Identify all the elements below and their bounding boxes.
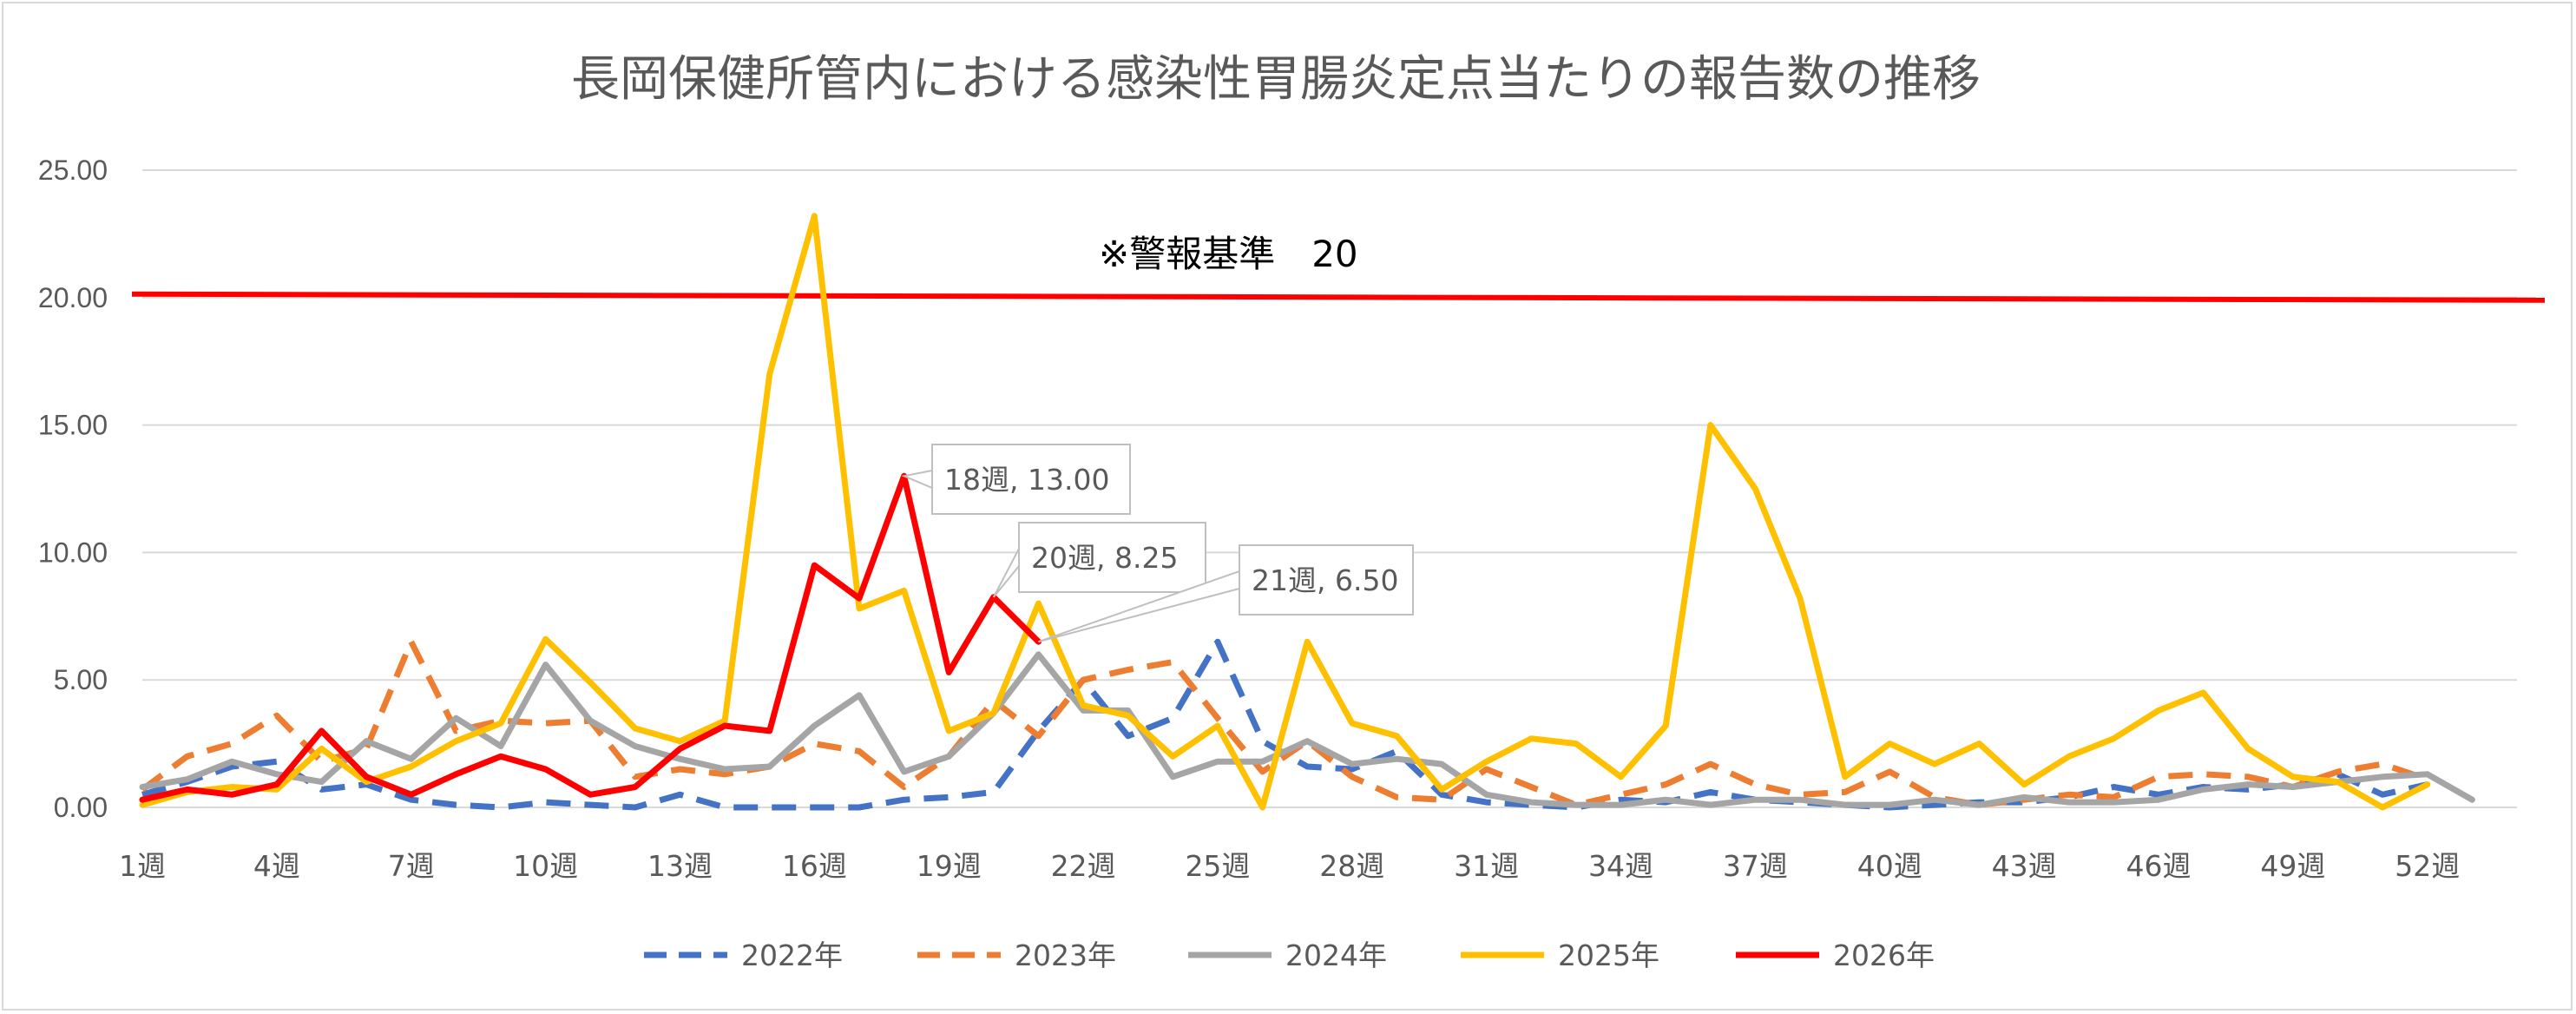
x-tick-label: 16週 (782, 849, 847, 883)
x-tick-label: 4週 (253, 849, 300, 883)
series-line (139, 213, 2431, 811)
legend-label: 2023年 (1015, 938, 1116, 972)
x-tick-label: 49週 (2260, 849, 2325, 883)
callout-box (1239, 544, 1414, 616)
x-axis-ticks: 1週 4週 7週 10週 13週 16週 19週 22週 25週 28週 31週 34週 37週 40週 4… (119, 849, 2460, 883)
x-tick-label: 22週 (1051, 849, 1116, 883)
series-lines (139, 213, 2475, 811)
x-tick-label: 25週 (1185, 849, 1250, 883)
x-tick-label: 43週 (1992, 849, 2057, 883)
callout-label: 20週, 8.25 (1031, 541, 1178, 575)
series-line (139, 651, 2475, 808)
callout-box (931, 444, 1131, 515)
x-tick-label: 1週 (119, 849, 166, 883)
callout-pointer (992, 548, 1020, 598)
line-chart: 0.00 5.00 10.00 15.00 20.00 25.00 1週 4週 7週 10週 13… (38, 51, 2546, 972)
x-tick-label: 40週 (1857, 849, 1922, 883)
x-tick-label: 34週 (1588, 849, 1653, 883)
x-tick-label: 13週 (647, 849, 713, 883)
legend-label: 2025年 (1558, 938, 1659, 972)
threshold-group: ※警報基準 20 (131, 233, 2546, 303)
x-tick-label: 28週 (1319, 849, 1384, 883)
legend-label: 2024年 (1285, 938, 1387, 972)
chart-title: 長岡保健所管内における感染性胃腸炎定点当たりの報告数の推移 (571, 51, 1981, 108)
y-tick-label: 10.00 (38, 537, 108, 568)
y-tick-label: 0.00 (54, 792, 108, 823)
threshold-line (131, 291, 2546, 303)
y-tick-label: 15.00 (38, 410, 108, 441)
legend-label: 2022年 (741, 938, 843, 972)
threshold-label: ※警報基準 20 (1099, 233, 1358, 275)
callout-box (1018, 522, 1206, 593)
legend: 2022年 2023年 2024年 2025年 2026年 (644, 938, 1935, 972)
legend-label: 2026年 (1833, 938, 1935, 972)
x-tick-label: 10週 (513, 849, 578, 883)
series-line (140, 638, 2428, 808)
data-callouts: 18週, 13.00 20週, 8.25 21週, 6.50 (901, 444, 1414, 643)
y-axis-ticks: 0.00 5.00 10.00 15.00 20.00 25.00 (38, 155, 108, 823)
x-tick-label: 7週 (388, 849, 435, 883)
callout-label: 18週, 13.00 (944, 463, 1109, 497)
x-tick-label: 46週 (2126, 849, 2192, 883)
y-tick-label: 25.00 (38, 155, 108, 186)
series-line (139, 472, 1042, 803)
x-tick-label: 19週 (917, 849, 982, 883)
x-tick-label: 52週 (2395, 849, 2460, 883)
x-tick-label: 37週 (1723, 849, 1788, 883)
y-tick-label: 20.00 (38, 282, 108, 313)
x-tick-label: 31週 (1454, 849, 1519, 883)
callout-label: 21週, 6.50 (1252, 563, 1398, 597)
y-tick-label: 5.00 (54, 664, 108, 695)
